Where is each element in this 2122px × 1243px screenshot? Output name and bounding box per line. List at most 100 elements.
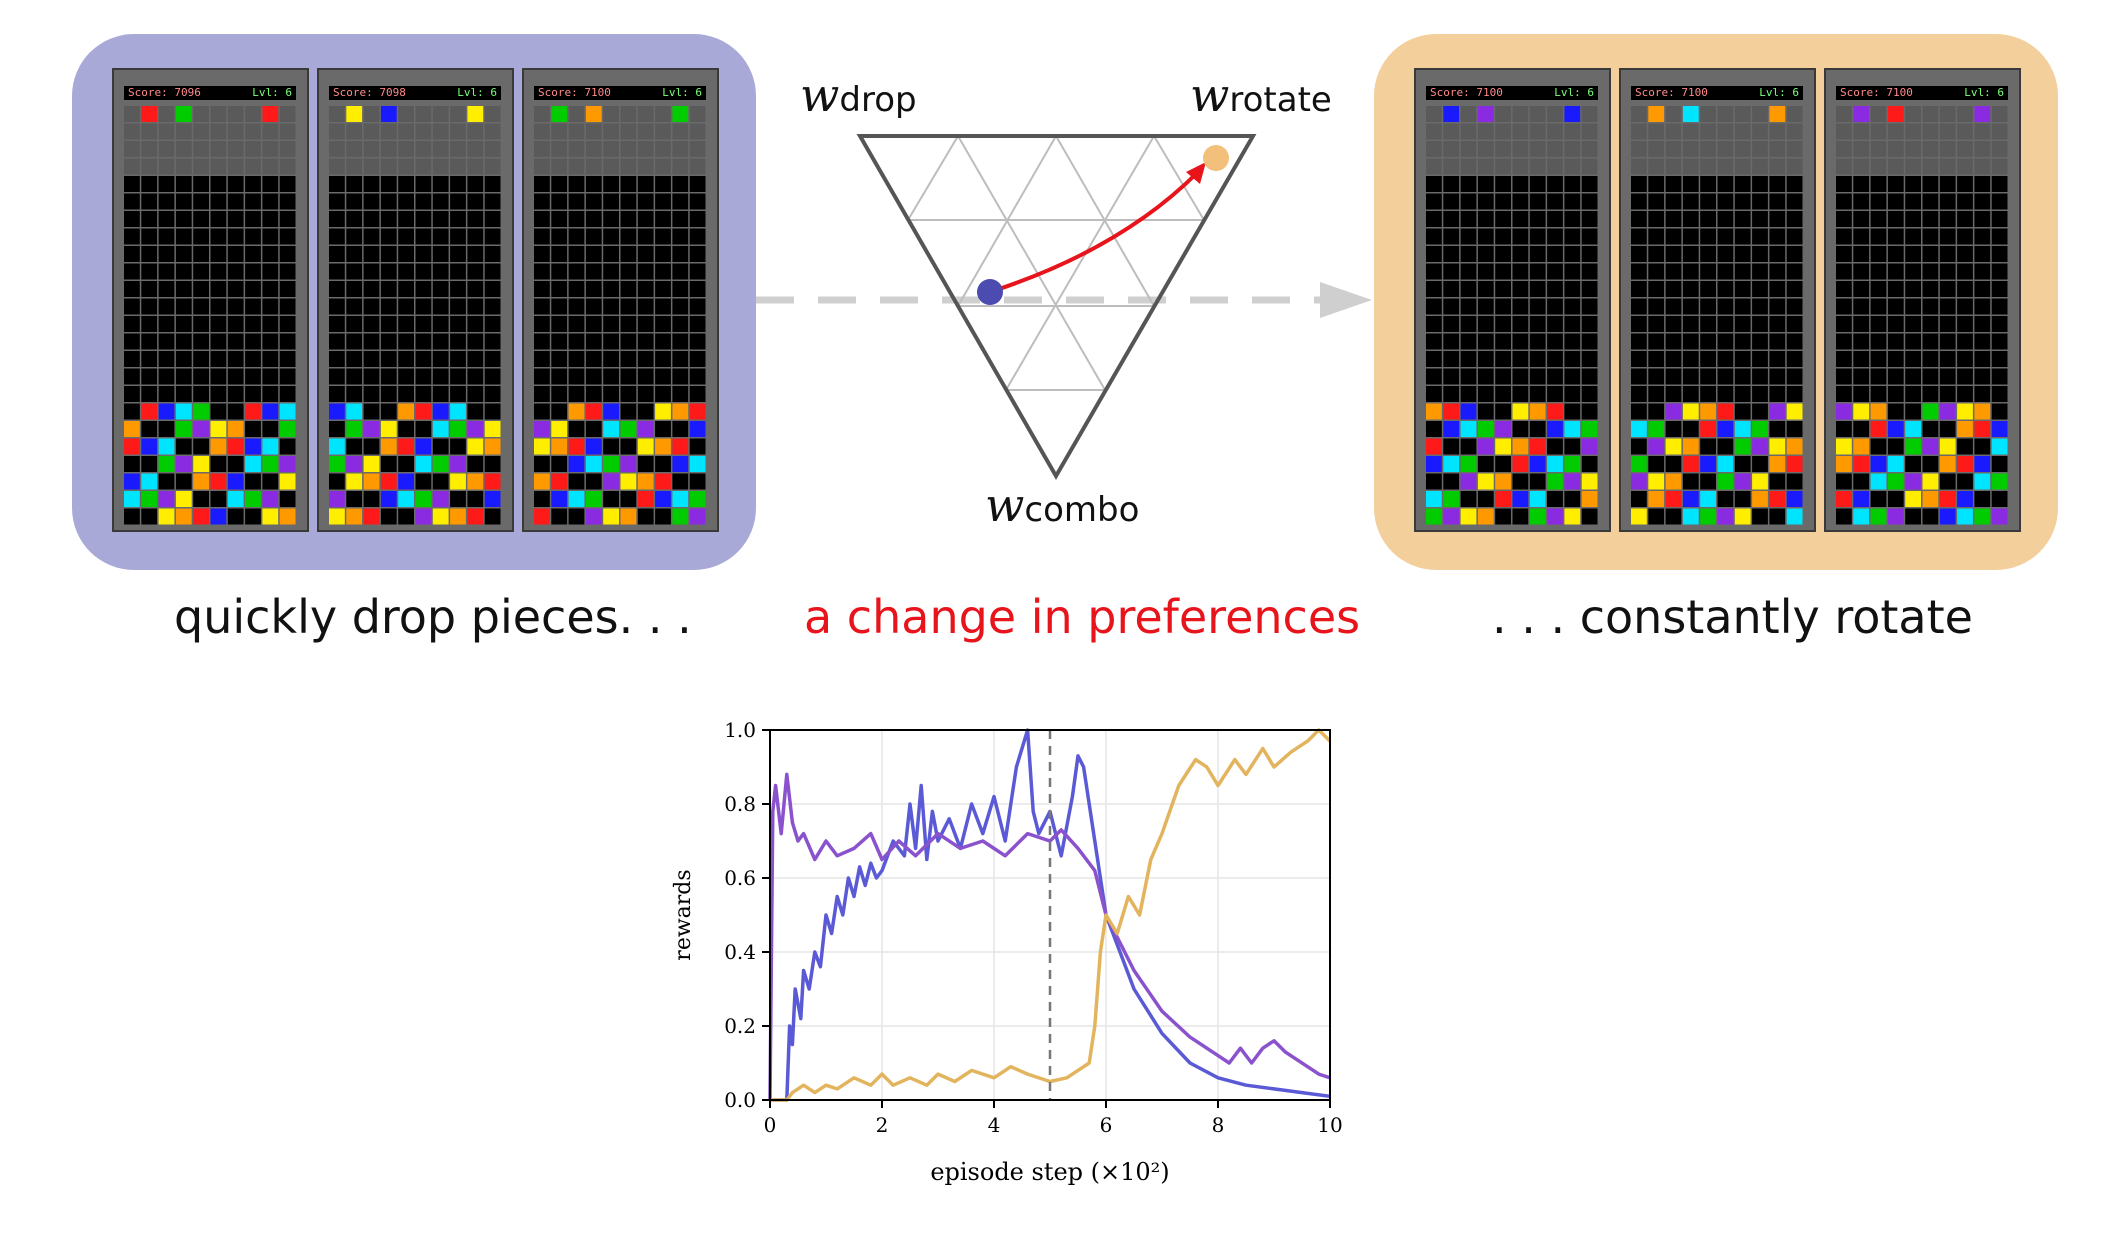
board-cell [1887,123,1904,140]
board-cell [1905,491,1921,507]
board-cell [672,491,689,507]
board-cell [1495,351,1511,367]
board-cell [1564,491,1581,507]
board-cell [1477,491,1494,507]
board-cell [1477,123,1494,140]
board-cell [467,211,484,227]
board-cell [1665,508,1682,525]
board-cell [1648,438,1665,455]
board-cell [210,508,227,525]
board-cell [484,403,501,420]
board-cell [1853,246,1870,262]
board-cell [329,211,345,227]
board-cell [1870,246,1887,262]
board-cell [603,386,619,402]
board-cell [1991,421,2008,437]
board-cell [1547,158,1563,175]
board-cell [1581,386,1598,402]
board-cell [1581,158,1598,175]
board-cell [363,158,380,175]
board-cell [603,228,619,245]
board-cell [585,508,602,525]
board-cell [620,193,637,210]
board-cell [1477,298,1494,315]
board-cell [1769,141,1786,157]
board-cell [1922,281,1939,297]
board-cell [1905,246,1921,262]
board-cell [141,491,158,507]
board-cell [568,158,585,175]
board-cell [1991,316,2008,332]
board-cell [1922,456,1939,472]
board-cell [245,368,261,385]
board-cell [1682,123,1699,140]
board-cell [1682,333,1699,350]
board-cell [1564,228,1581,245]
board-cell [1426,351,1442,367]
board-cell [363,508,380,525]
board-cell [363,316,380,332]
board-cell [1495,473,1511,490]
board-cell [1581,228,1598,245]
board-cell [1581,263,1598,280]
board-cell [1870,438,1887,455]
board-cell [1905,176,1921,192]
board-cell [568,421,585,437]
board-cell [1836,456,1852,472]
board-cell [227,193,244,210]
board-cell [1922,473,1939,490]
board-cell [568,263,585,280]
board-cell [380,228,397,245]
board-cell [620,228,637,245]
board-cell [415,316,432,332]
board-cell [620,456,637,472]
board-cell [279,473,296,490]
board-cell [1443,421,1460,437]
board-cell [1460,456,1477,472]
board-cell [1887,141,1904,157]
board-cell [1547,141,1563,157]
board-cell [1991,158,2008,175]
board-cell [1734,193,1751,210]
board-cell [620,316,637,332]
board-cell [346,316,363,332]
board-cell [1564,473,1581,490]
board-cell [1648,351,1665,367]
board-cell [1477,508,1494,525]
board-cell [141,281,158,297]
board-cell [1700,508,1716,525]
board-cell [1547,193,1563,210]
board-cell [1443,211,1460,227]
board-cell [568,508,585,525]
board-cell [380,473,397,490]
board-cell [1460,263,1477,280]
board-cell [193,123,209,140]
board-cell [1939,386,1956,402]
board-cell [1717,298,1734,315]
board-cell [568,298,585,315]
board-cell [346,456,363,472]
board-cell [227,421,244,437]
board-cell [450,211,466,227]
board-cell [467,281,484,297]
board-cell [551,141,568,157]
board-cell [603,368,619,385]
board-cell [637,211,654,227]
board-cell [689,158,706,175]
board-cell [1957,368,1973,385]
board-cell [655,456,671,472]
board-cell [1717,281,1734,297]
y-tick-label: 0.4 [724,940,756,964]
board-cell [380,211,397,227]
x-tick-label: 4 [988,1113,1001,1137]
board-cell [329,176,345,192]
board-cell [1786,333,1803,350]
board-cell [568,333,585,350]
board-cell [603,298,619,315]
board-cell [1870,456,1887,472]
board-cell [551,438,568,455]
arrow-head-icon [1186,162,1206,184]
board-cell [346,403,363,420]
board-cell [1887,158,1904,175]
board-cell [1939,438,1956,455]
